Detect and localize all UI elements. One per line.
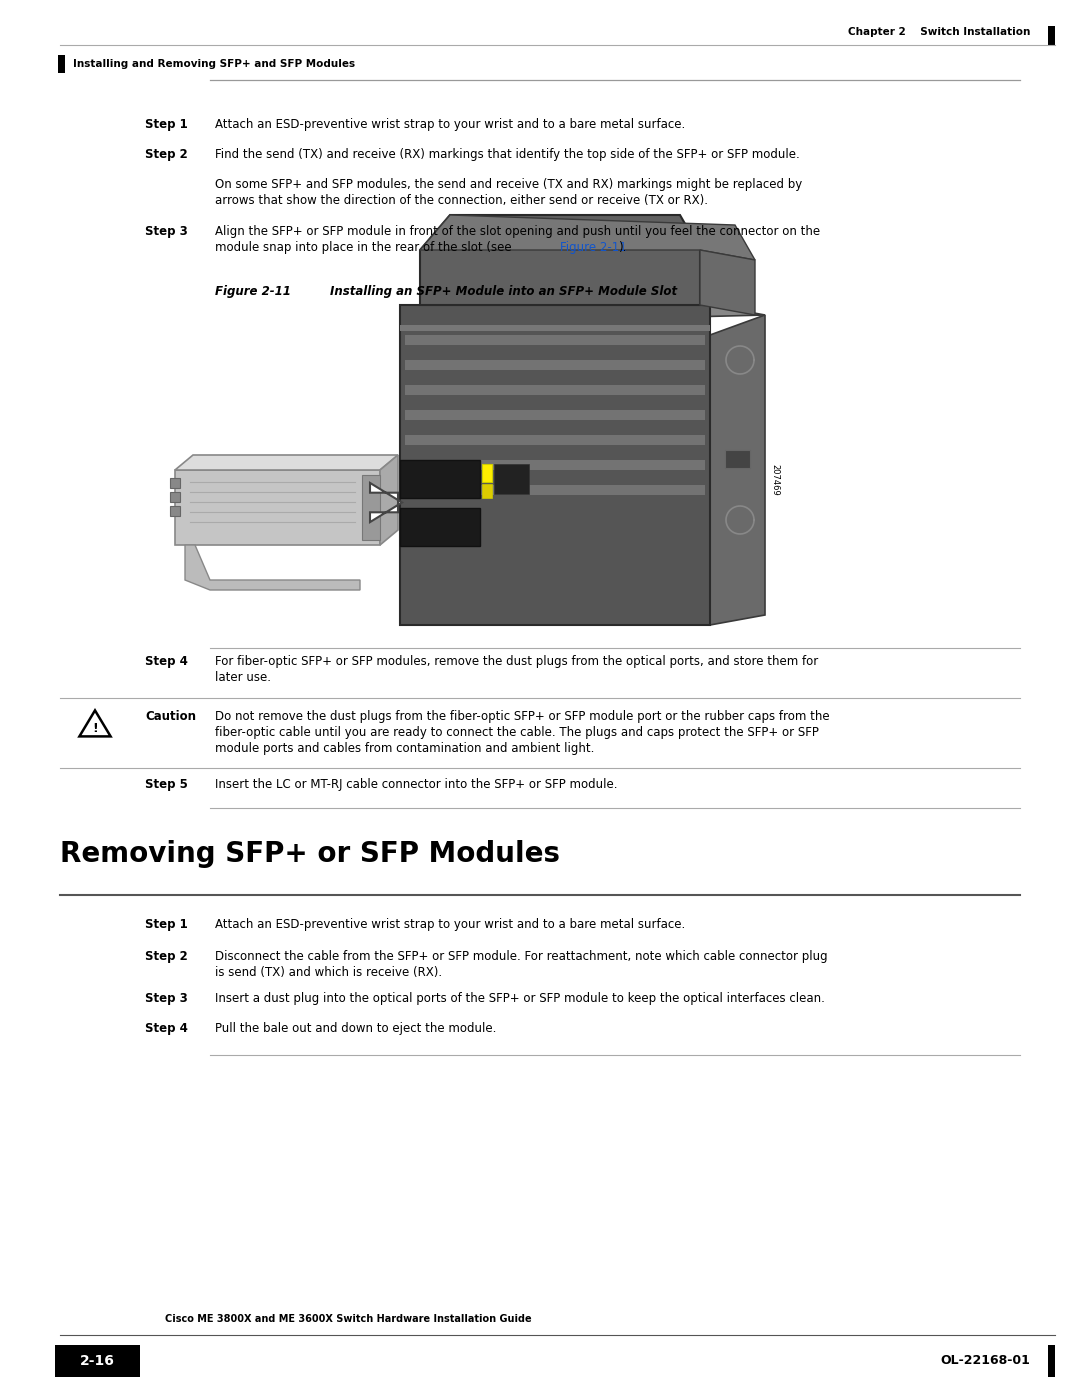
Text: Step 3: Step 3 — [145, 992, 188, 1004]
Bar — [400, 509, 480, 546]
Bar — [405, 485, 705, 495]
Text: Do not remove the dust plugs from the fiber-optic SFP+ or SFP module port or the: Do not remove the dust plugs from the fi… — [215, 710, 829, 724]
Text: Step 2: Step 2 — [145, 148, 188, 161]
Text: Cisco ME 3800X and ME 3600X Switch Hardware Installation Guide: Cisco ME 3800X and ME 3600X Switch Hardw… — [165, 1315, 531, 1324]
Text: Step 1: Step 1 — [145, 918, 188, 930]
Polygon shape — [370, 483, 402, 522]
Text: Insert the LC or MT-RJ cable connector into the SFP+ or SFP module.: Insert the LC or MT-RJ cable connector i… — [215, 778, 618, 791]
Text: Step 3: Step 3 — [145, 225, 188, 237]
Polygon shape — [185, 545, 360, 590]
Text: Figure 2-11: Figure 2-11 — [215, 285, 291, 298]
Polygon shape — [380, 455, 399, 545]
Bar — [405, 460, 705, 469]
Text: Pull the bale out and down to eject the module.: Pull the bale out and down to eject the … — [215, 1023, 497, 1035]
Bar — [405, 386, 705, 395]
Text: ).: ). — [618, 242, 626, 254]
Polygon shape — [80, 711, 110, 736]
Text: Step 1: Step 1 — [145, 117, 188, 131]
Text: Figure 2-11: Figure 2-11 — [561, 242, 626, 254]
Text: later use.: later use. — [215, 671, 271, 685]
Bar — [170, 506, 180, 515]
Text: OL-22168-01: OL-22168-01 — [940, 1355, 1030, 1368]
Text: Step 4: Step 4 — [145, 1023, 188, 1035]
Bar — [405, 409, 705, 420]
Bar — [170, 478, 180, 488]
Text: Caution: Caution — [145, 710, 195, 724]
Polygon shape — [710, 314, 765, 624]
Text: Installing an SFP+ Module into an SFP+ Module Slot: Installing an SFP+ Module into an SFP+ M… — [330, 285, 677, 298]
Text: Insert a dust plug into the optical ports of the SFP+ or SFP module to keep the : Insert a dust plug into the optical port… — [215, 992, 825, 1004]
Bar — [725, 450, 750, 468]
Text: 2-16: 2-16 — [80, 1354, 114, 1368]
Text: Chapter 2    Switch Installation: Chapter 2 Switch Installation — [848, 27, 1030, 36]
Polygon shape — [700, 250, 755, 314]
Bar — [362, 475, 380, 541]
Polygon shape — [420, 215, 755, 260]
Bar — [1048, 27, 1055, 46]
Text: module snap into place in the rear of the slot (see: module snap into place in the rear of th… — [215, 242, 515, 254]
Text: Disconnect the cable from the SFP+ or SFP module. For reattachment, note which c: Disconnect the cable from the SFP+ or SF… — [215, 950, 827, 963]
Text: !: ! — [92, 722, 98, 735]
Bar — [55, 1345, 140, 1377]
Text: fiber-optic cable until you are ready to connect the cable. The plugs and caps p: fiber-optic cable until you are ready to… — [215, 726, 819, 739]
Polygon shape — [415, 305, 765, 323]
Text: Installing and Removing SFP+ and SFP Modules: Installing and Removing SFP+ and SFP Mod… — [73, 59, 355, 68]
Bar — [494, 464, 529, 495]
Bar — [400, 326, 710, 331]
Text: Find the send (TX) and receive (RX) markings that identify the top side of the S: Find the send (TX) and receive (RX) mark… — [215, 148, 800, 161]
Text: On some SFP+ and SFP modules, the send and receive (TX and RX) markings might be: On some SFP+ and SFP modules, the send a… — [215, 177, 802, 191]
Text: 207469: 207469 — [770, 464, 780, 496]
Polygon shape — [175, 455, 399, 469]
Bar — [58, 54, 65, 73]
Text: For fiber-optic SFP+ or SFP modules, remove the dust plugs from the optical port: For fiber-optic SFP+ or SFP modules, rem… — [215, 655, 819, 668]
Polygon shape — [420, 215, 700, 305]
Bar — [405, 335, 705, 345]
Bar — [170, 492, 180, 502]
Text: is send (TX) and which is receive (RX).: is send (TX) and which is receive (RX). — [215, 965, 442, 979]
Text: Step 2: Step 2 — [145, 950, 188, 963]
Text: Attach an ESD-preventive wrist strap to your wrist and to a bare metal surface.: Attach an ESD-preventive wrist strap to … — [215, 117, 685, 131]
Bar — [482, 464, 492, 482]
Bar — [1048, 1345, 1055, 1377]
Bar — [405, 360, 705, 370]
Text: Align the SFP+ or SFP module in front of the slot opening and push until you fee: Align the SFP+ or SFP module in front of… — [215, 225, 820, 237]
Text: Attach an ESD-preventive wrist strap to your wrist and to a bare metal surface.: Attach an ESD-preventive wrist strap to … — [215, 918, 685, 930]
Bar — [482, 483, 492, 497]
Bar — [405, 434, 705, 446]
Bar — [400, 305, 710, 624]
Text: Step 5: Step 5 — [145, 778, 188, 791]
Text: Removing SFP+ or SFP Modules: Removing SFP+ or SFP Modules — [60, 840, 561, 868]
Bar — [400, 460, 480, 497]
Bar — [175, 469, 380, 545]
Text: Step 4: Step 4 — [145, 655, 188, 668]
Text: arrows that show the direction of the connection, either send or receive (TX or : arrows that show the direction of the co… — [215, 194, 708, 207]
Text: module ports and cables from contamination and ambient light.: module ports and cables from contaminati… — [215, 742, 594, 754]
